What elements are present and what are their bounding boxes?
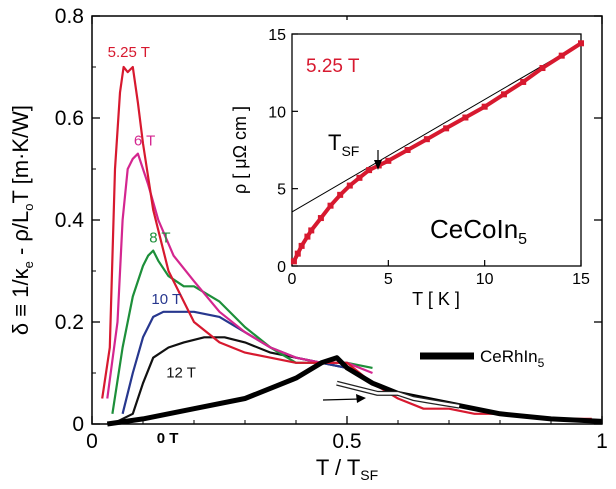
main-series-group	[101, 65, 603, 427]
inset-data-point	[294, 250, 301, 257]
inset-data-point	[327, 202, 334, 209]
series-line-0-t	[336, 381, 460, 408]
series-label-10-t: 10 T	[151, 291, 181, 308]
series-line-6-t	[106, 152, 373, 399]
y-tick-label: 0.2	[55, 311, 84, 334]
inset-background	[222, 20, 594, 296]
inset-x-tick-label: 5	[384, 271, 393, 288]
legend-label-cerhin5: CeRhIn5	[480, 347, 545, 370]
inset-y-tick-label: 15	[268, 27, 286, 44]
y-axis-label: δ ≡ 1/κe - ρ/LoT [m·K/W]	[8, 105, 36, 335]
inset-data-point	[317, 215, 324, 222]
series-label-8-t: 8 T	[149, 230, 170, 247]
inset-tsf-annotation: TSF	[328, 130, 359, 159]
inset-data-point	[290, 258, 297, 265]
series-line-cerhin5	[106, 355, 603, 427]
x-axis-label: T / TSF	[316, 455, 378, 483]
inset-data-point	[337, 191, 344, 198]
inset-data-point	[462, 114, 469, 121]
x-tick-label: 0	[86, 430, 98, 453]
inset-plot-frame	[291, 33, 582, 267]
inset-axis-ticks: 0 5 10 15 0 5 10 15	[268, 27, 590, 288]
series-label-12-t: 12 T	[166, 364, 196, 381]
inset-x-tick-label: 10	[476, 271, 494, 288]
inset-data-point	[481, 103, 488, 110]
inset-field-label: 5.25 T	[306, 56, 360, 77]
series-label-5-25-t: 5.25 T	[108, 44, 150, 61]
inset-linear-fit-line	[291, 42, 582, 213]
inset-data-point	[500, 91, 507, 98]
inset-data-point	[423, 136, 430, 143]
main-axis-ticks: 0 0.5 100.20.40.60.8	[55, 5, 608, 453]
inset-x-tick-label: 0	[288, 271, 297, 288]
inset-tsf-arrowhead	[374, 160, 382, 170]
inset-data-point	[356, 174, 363, 181]
series-line-5-25-t	[101, 65, 592, 420]
inset-data-point	[443, 125, 450, 132]
inset-data-point	[298, 242, 305, 249]
y-tick-label: 0	[72, 413, 84, 436]
inset-data-point	[346, 182, 353, 189]
y-tick-label: 0.8	[55, 5, 84, 28]
series-line-12-t	[111, 336, 348, 425]
inset-data-point	[558, 52, 565, 59]
y-tick-label: 0.4	[55, 209, 85, 232]
x-tick-label: 0.5	[332, 430, 361, 453]
inset-y-tick-label: 5	[277, 182, 286, 199]
inset-y-axis-label: ρ [ μΩ cm ]	[230, 106, 250, 194]
zero-field-arrowhead	[356, 394, 366, 403]
inset-data-point	[578, 40, 584, 47]
inset-compound-label: CeCoIn5	[430, 214, 527, 248]
series-label-6-t: 6 T	[134, 133, 155, 150]
series-label-0-t: 0 T	[157, 430, 179, 447]
inset-data-point	[539, 65, 546, 72]
inset-data-point	[520, 78, 527, 85]
inset-x-tick-label: 15	[572, 271, 590, 288]
main-series-labels: 5.25 T 6 T 8 T 10 T 12 T 0 T	[108, 44, 196, 447]
inset-y-tick-label: 0	[277, 259, 286, 276]
x-tick-label: 1	[596, 430, 608, 453]
inset-data-point	[304, 233, 311, 240]
inset-x-axis-label: T [ K ]	[412, 289, 460, 309]
inset-data-point	[404, 147, 411, 153]
inset-data-point	[366, 167, 373, 174]
inset-data-point	[385, 157, 392, 164]
zero-field-arrow	[322, 398, 361, 401]
inset-y-tick-label: 10	[268, 104, 286, 121]
y-tick-label: 0.6	[55, 107, 84, 130]
inset-data-point	[308, 227, 315, 234]
